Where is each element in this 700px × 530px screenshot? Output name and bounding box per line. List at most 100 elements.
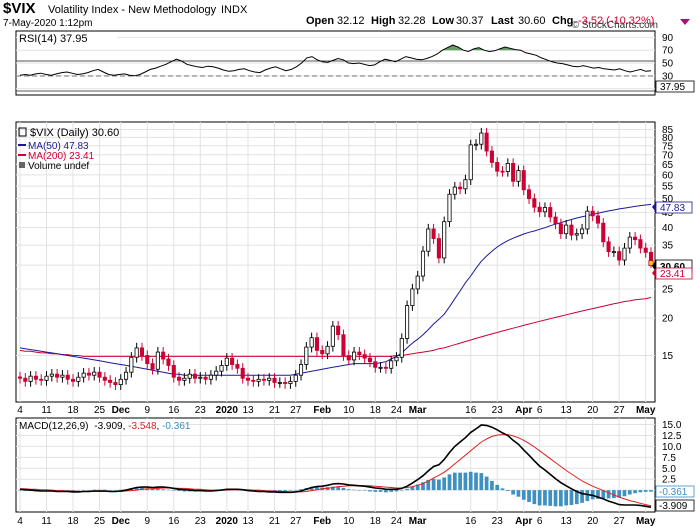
macd-hist-bar — [612, 490, 616, 499]
macd-hist-bar — [490, 480, 494, 491]
candle-body — [336, 325, 341, 336]
x-axis-label: 2020 — [216, 405, 239, 416]
last-tag-pointer — [652, 260, 656, 272]
candle-body — [17, 376, 23, 379]
macd-y-tick: 12.5 — [662, 431, 682, 442]
macd-hist-bar — [76, 490, 81, 491]
macd-label-macd: -3.909 — [94, 421, 123, 432]
macd-hist-bar — [548, 490, 553, 506]
macd-hist-bar — [394, 490, 399, 492]
candle-body — [410, 288, 415, 307]
macd-hist-bar — [505, 490, 510, 492]
candle-body — [187, 373, 192, 379]
macd-hist-bar — [309, 487, 314, 491]
candle-body — [585, 210, 590, 230]
macd-hist-bar — [97, 489, 102, 491]
candle-body — [341, 334, 346, 356]
candle-body — [298, 364, 304, 376]
price-y-tick: 80 — [662, 133, 674, 144]
candle-body — [150, 363, 155, 370]
macd-hist-bar — [410, 486, 415, 491]
macd-hist-bar — [437, 479, 441, 491]
candle-body — [500, 170, 505, 173]
x-axis-label: 6 — [537, 405, 543, 416]
ma200-tag-text: 23.41 — [660, 269, 685, 280]
candle-body — [389, 360, 394, 369]
x-axis-label: Apr — [515, 405, 532, 416]
macd-hist-bar — [362, 490, 367, 491]
candle-body — [367, 357, 373, 363]
candle-body — [240, 367, 245, 379]
macd-hist-bar — [474, 472, 478, 491]
x-axis-label: 6 — [537, 516, 543, 527]
x-axis-label: 4 — [17, 405, 23, 416]
last-label: Last — [491, 15, 514, 27]
candle-body — [383, 366, 388, 369]
candle-body — [330, 325, 335, 347]
macd-hist-bar — [415, 484, 420, 491]
candle-body — [108, 379, 113, 383]
x-axis-label: 9 — [144, 516, 150, 527]
candle-body — [267, 377, 272, 381]
macd-hist-bar — [559, 490, 563, 507]
candle-body — [357, 351, 362, 356]
macd-hist-bar — [421, 482, 425, 491]
candle-body — [627, 236, 632, 249]
rsi-y-tick: 50 — [662, 59, 674, 70]
candle-body — [452, 186, 457, 195]
x-axis-label: 23 — [195, 405, 207, 416]
macd-value-tag-text: -3.909 — [659, 501, 688, 512]
candle-body — [394, 356, 399, 362]
down-arrow-icon — [680, 19, 690, 25]
ma200-tag-pointer — [652, 268, 656, 278]
candle-body — [580, 228, 585, 235]
macd-hist-bar — [500, 488, 505, 491]
macd-hist-bar — [118, 489, 123, 491]
signal-line — [20, 434, 652, 507]
price-y-tick: 65 — [662, 160, 674, 171]
candle-body — [320, 350, 325, 355]
x-axis-label: 16 — [168, 405, 180, 416]
macd-hist-bar — [283, 490, 287, 492]
candle-body — [177, 376, 182, 381]
macd-panel: 15.012.510.07.55.02.50.0 MACD(12,26,9) -… — [15, 417, 695, 527]
macd-hist-bar — [92, 489, 97, 491]
last-value: 30.60 — [518, 15, 546, 27]
price-y-tick: 25 — [662, 284, 674, 295]
macd-hist-bar — [341, 487, 346, 491]
candle-body — [76, 376, 81, 382]
price-y-tick: 15 — [662, 351, 674, 362]
candle-body — [431, 228, 436, 239]
candle-body — [97, 371, 102, 378]
candle-body — [86, 372, 91, 376]
x-axis-label: 11 — [41, 516, 52, 527]
ma50-tag-text: 47.83 — [660, 203, 685, 214]
candle-body — [224, 357, 229, 366]
candle-body — [81, 372, 86, 378]
candle-body — [65, 374, 70, 380]
candle-body — [192, 373, 198, 379]
macd-hist-bar — [495, 484, 500, 491]
x-axis-label: 25 — [94, 516, 106, 527]
macd-hist-bar — [511, 490, 515, 495]
macd-line — [19, 424, 652, 508]
macd-y-tick: 10.0 — [662, 442, 682, 453]
macd-hist-bar — [527, 490, 531, 502]
last-tag-text: 30.60 — [660, 262, 685, 273]
macd-hist-bar — [643, 490, 648, 492]
candle-body — [558, 223, 563, 235]
macd-hist-bar — [108, 490, 112, 491]
rsi-label-box — [17, 32, 117, 44]
macd-hist-bar — [458, 472, 462, 491]
macd-hist-bar — [368, 490, 372, 492]
candle-body — [511, 163, 516, 182]
candle-body — [219, 365, 224, 372]
x-axis-label: 23 — [492, 516, 504, 527]
candle-body — [553, 216, 558, 225]
price-tags: 47.83 30.60 23.41 — [652, 201, 693, 280]
macd-hist-bar — [649, 490, 653, 492]
price-y-tick: 70 — [662, 150, 674, 161]
macd-hist-bar — [156, 488, 160, 491]
ma200-line — [19, 297, 652, 357]
